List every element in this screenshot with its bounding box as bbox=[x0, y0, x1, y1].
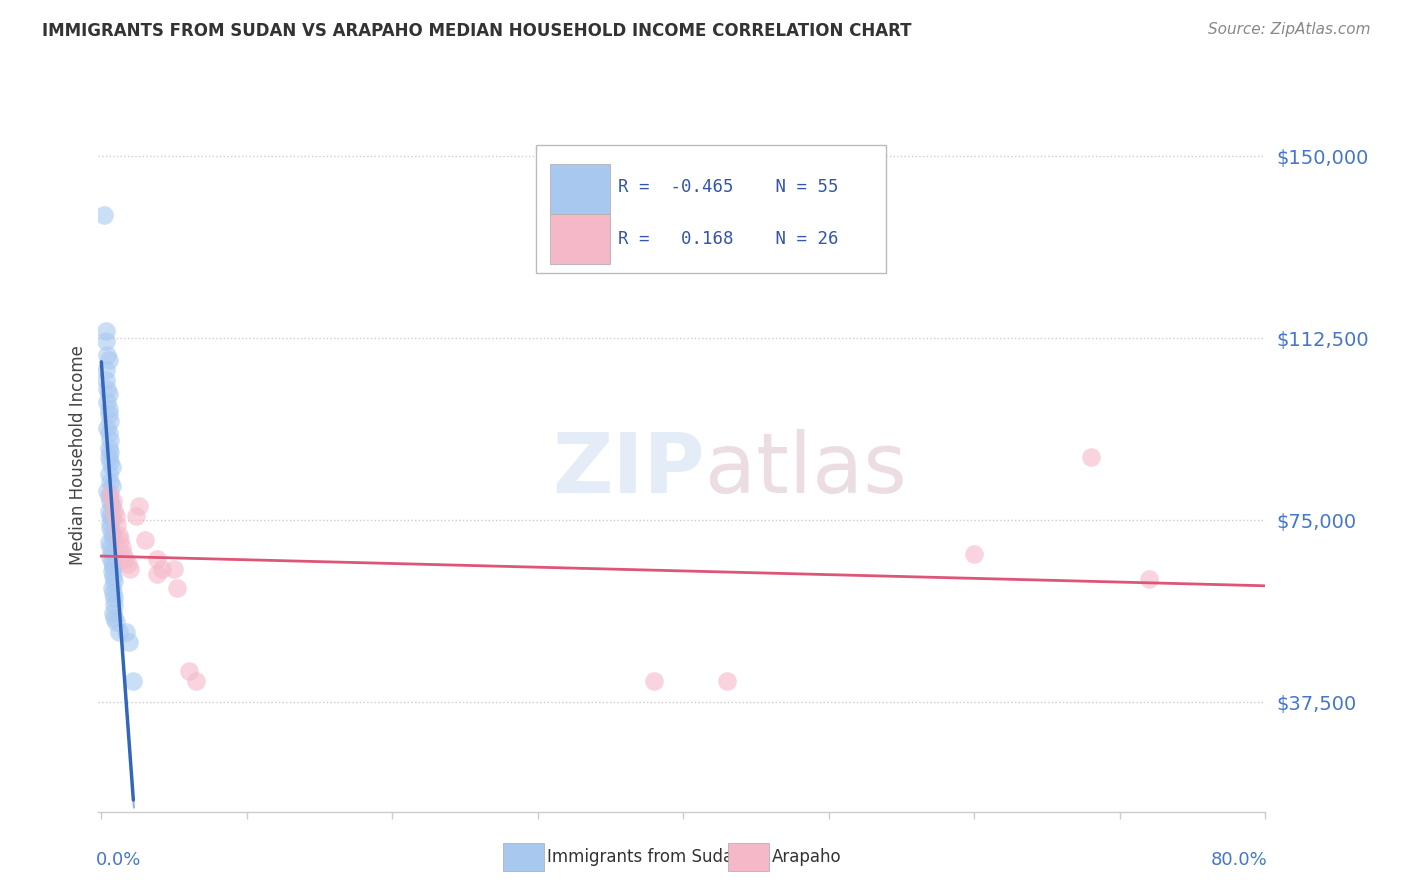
Point bbox=[145, 566, 167, 581]
Point bbox=[98, 445, 121, 459]
Point bbox=[97, 504, 120, 518]
Point bbox=[100, 545, 122, 559]
Text: ZIP: ZIP bbox=[553, 429, 706, 509]
Point bbox=[112, 548, 135, 562]
Point bbox=[114, 552, 136, 566]
Point bbox=[96, 383, 118, 397]
Point bbox=[93, 208, 115, 222]
Point bbox=[100, 555, 122, 569]
Point bbox=[145, 552, 167, 566]
Point bbox=[125, 508, 148, 523]
Point bbox=[107, 528, 129, 542]
Point bbox=[115, 625, 138, 640]
Point bbox=[152, 562, 174, 576]
Point bbox=[100, 460, 122, 475]
Text: Immigrants from Sudan: Immigrants from Sudan bbox=[547, 848, 744, 866]
Point bbox=[98, 516, 121, 530]
Point bbox=[97, 387, 120, 401]
Point bbox=[96, 394, 118, 409]
Point bbox=[1080, 450, 1102, 465]
Point bbox=[94, 363, 117, 377]
Point bbox=[97, 426, 120, 441]
Point bbox=[97, 441, 120, 455]
Point bbox=[103, 591, 125, 606]
Point bbox=[963, 548, 986, 562]
Point bbox=[100, 511, 122, 525]
Point bbox=[100, 499, 122, 513]
Point bbox=[134, 533, 156, 547]
Point bbox=[98, 549, 121, 564]
Text: IMMIGRANTS FROM SUDAN VS ARAPAHO MEDIAN HOUSEHOLD INCOME CORRELATION CHART: IMMIGRANTS FROM SUDAN VS ARAPAHO MEDIAN … bbox=[42, 22, 911, 40]
Y-axis label: Median Household Income: Median Household Income bbox=[69, 345, 87, 565]
Point bbox=[98, 475, 121, 489]
Point bbox=[166, 582, 188, 596]
Point bbox=[97, 467, 120, 482]
Point bbox=[98, 455, 121, 469]
Point bbox=[643, 673, 665, 688]
Point bbox=[97, 489, 120, 503]
Point bbox=[100, 479, 122, 493]
Point bbox=[100, 582, 122, 596]
Point bbox=[98, 508, 121, 523]
Point bbox=[122, 673, 145, 688]
Point bbox=[105, 518, 128, 533]
Point bbox=[101, 569, 124, 583]
Text: atlas: atlas bbox=[706, 429, 907, 509]
Point bbox=[97, 535, 120, 549]
Text: Source: ZipAtlas.com: Source: ZipAtlas.com bbox=[1208, 22, 1371, 37]
Text: R =   0.168    N = 26: R = 0.168 N = 26 bbox=[617, 230, 838, 248]
FancyBboxPatch shape bbox=[536, 145, 886, 273]
Point bbox=[101, 559, 124, 574]
Point bbox=[177, 664, 200, 678]
Point bbox=[97, 407, 120, 421]
Point bbox=[100, 525, 122, 540]
Point bbox=[184, 673, 207, 688]
Point bbox=[96, 348, 118, 362]
Point bbox=[98, 487, 121, 501]
FancyBboxPatch shape bbox=[550, 214, 610, 264]
Point bbox=[103, 574, 125, 588]
Point bbox=[94, 324, 117, 338]
Point bbox=[94, 373, 117, 387]
Point bbox=[104, 615, 127, 630]
Point bbox=[98, 414, 121, 428]
Point bbox=[101, 606, 124, 620]
Point bbox=[1137, 572, 1160, 586]
Point bbox=[98, 521, 121, 535]
Point bbox=[103, 610, 125, 624]
Point bbox=[97, 401, 120, 416]
Point bbox=[118, 635, 141, 649]
Point bbox=[101, 494, 124, 508]
Point bbox=[101, 531, 124, 545]
Text: 0.0%: 0.0% bbox=[96, 851, 142, 869]
Point bbox=[96, 421, 118, 435]
Point bbox=[100, 565, 122, 579]
Point bbox=[110, 533, 132, 547]
FancyBboxPatch shape bbox=[550, 164, 610, 214]
Text: Arapaho: Arapaho bbox=[772, 848, 842, 866]
Point bbox=[98, 494, 121, 508]
Point bbox=[120, 562, 142, 576]
Text: R =  -0.465    N = 55: R = -0.465 N = 55 bbox=[617, 178, 838, 196]
Point bbox=[97, 353, 120, 368]
Point bbox=[128, 499, 150, 513]
Point bbox=[716, 673, 738, 688]
Point bbox=[107, 625, 129, 640]
Point bbox=[103, 504, 125, 518]
Point bbox=[117, 557, 139, 571]
Point bbox=[97, 450, 120, 465]
Point bbox=[101, 586, 124, 600]
Point bbox=[104, 508, 127, 523]
Point bbox=[98, 540, 121, 554]
Point bbox=[111, 540, 134, 554]
Point bbox=[94, 334, 117, 348]
Point bbox=[103, 599, 125, 613]
Point bbox=[98, 434, 121, 448]
Text: 80.0%: 80.0% bbox=[1211, 851, 1268, 869]
Point bbox=[96, 484, 118, 499]
Point bbox=[163, 562, 186, 576]
